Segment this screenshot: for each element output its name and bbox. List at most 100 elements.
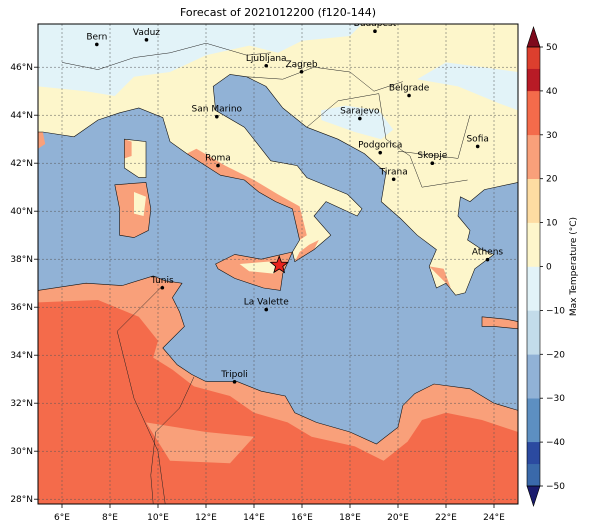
city-dot bbox=[232, 380, 237, 384]
y-tick-label: 28°N bbox=[10, 495, 33, 505]
colorbar-tick-label: −20 bbox=[546, 350, 565, 360]
colorbar-segment bbox=[527, 354, 540, 399]
colorbar-segment bbox=[527, 398, 540, 443]
y-tick-label: 34°N bbox=[10, 351, 33, 361]
y-tick-label: 32°N bbox=[10, 399, 33, 409]
y-tick-label: 30°N bbox=[10, 447, 33, 457]
colorbar-extend-bottom bbox=[526, 485, 541, 507]
city-dot bbox=[215, 114, 219, 119]
city-dot bbox=[358, 116, 362, 121]
city-dot bbox=[264, 307, 269, 312]
italy-west-warm bbox=[186, 148, 307, 240]
colorbar-label: Max Temperature (°C) bbox=[569, 217, 579, 316]
x-tick-label: 20°E bbox=[387, 513, 409, 523]
y-tick-label: 42°N bbox=[10, 159, 33, 169]
north-africa-coastline bbox=[38, 275, 518, 504]
city-label: La Valette bbox=[244, 298, 289, 308]
city-label: Vaduz bbox=[133, 28, 160, 38]
x-tick-label: 14°E bbox=[243, 513, 265, 523]
city-dot bbox=[391, 177, 396, 182]
colorbar-segment bbox=[527, 134, 540, 179]
europe-land-coastline bbox=[38, 24, 518, 296]
city-dot bbox=[299, 69, 304, 74]
y-tick-label: 40°N bbox=[10, 207, 33, 217]
x-tick-label: 8°E bbox=[102, 513, 118, 523]
city-dot bbox=[264, 63, 269, 68]
city-label: Skopje bbox=[417, 151, 447, 161]
city-dot bbox=[216, 163, 220, 168]
x-tick-label: 10°E bbox=[147, 513, 169, 523]
city-label: Belgrade bbox=[389, 84, 430, 94]
colorbar-tick-label: −10 bbox=[546, 306, 565, 316]
y-tick-label: 46°N bbox=[10, 63, 33, 73]
city-label: Tunis bbox=[150, 276, 174, 286]
city-dot bbox=[373, 29, 377, 33]
peloponnese bbox=[429, 252, 475, 296]
colorbar-tick-label: 10 bbox=[546, 219, 558, 229]
city-label: Podgorica bbox=[358, 141, 402, 151]
country-border bbox=[246, 66, 403, 92]
coastal-warm bbox=[146, 422, 254, 464]
city-label: Ljubljana bbox=[246, 54, 287, 64]
map-frame bbox=[37, 23, 519, 505]
colorbar-extend-top bbox=[526, 26, 541, 48]
city-label: Zagreb bbox=[285, 60, 317, 70]
sardinia-inland-cool bbox=[134, 192, 146, 216]
country-border bbox=[116, 285, 166, 504]
city-label: Athens bbox=[472, 248, 503, 258]
sicily-coastline bbox=[215, 251, 293, 291]
city-dot bbox=[407, 93, 411, 98]
corsica-coastline bbox=[124, 138, 147, 178]
city-dot bbox=[95, 42, 99, 47]
city-label: Sarajevo bbox=[340, 107, 380, 117]
colorbar-segment bbox=[527, 90, 540, 136]
colorbar-tick-label: −30 bbox=[546, 394, 565, 404]
alps-cold-zone bbox=[38, 24, 362, 96]
star-marker bbox=[269, 255, 289, 274]
city-dot bbox=[144, 38, 149, 42]
colorbar-segment bbox=[527, 442, 540, 465]
axis-ticks: 6°E 8°E 10°E 12°E 14°E 16°E 18°E 20°E 22°E 24°E 28… bbox=[10, 63, 505, 523]
sardinia-coastline bbox=[114, 182, 152, 238]
y-tick-label: 38°N bbox=[10, 255, 33, 265]
city-label: Tirana bbox=[379, 167, 408, 177]
city-label: Sofia bbox=[466, 134, 488, 144]
colorbar-segment bbox=[527, 68, 540, 91]
graticule bbox=[38, 24, 518, 504]
colorbar-tick-label: 0 bbox=[546, 263, 552, 273]
city-dot bbox=[160, 285, 165, 290]
colorbar-segment bbox=[527, 178, 540, 223]
italy-south-warm bbox=[294, 240, 319, 262]
location-marker bbox=[269, 255, 289, 274]
colorbar-tick-label: 40 bbox=[546, 87, 558, 97]
east-cold-zone bbox=[417, 62, 518, 111]
colorbar-tick-label: 20 bbox=[546, 175, 558, 185]
colorbar-tick-label: −40 bbox=[546, 438, 565, 448]
country-border bbox=[61, 42, 271, 70]
colorbar-segment bbox=[527, 266, 540, 311]
crete-coastline bbox=[481, 316, 518, 330]
colorbar-tick-label: 50 bbox=[546, 43, 558, 53]
sardinia bbox=[114, 182, 151, 238]
map-title: Forecast of 2021012200 (f120-144) bbox=[179, 6, 377, 19]
europe-land bbox=[38, 24, 518, 296]
crete bbox=[482, 316, 518, 329]
x-tick-label: 16°E bbox=[291, 513, 313, 523]
city-label: Tripoli bbox=[220, 370, 248, 380]
balkan-cold-zone bbox=[321, 105, 394, 140]
spain-corner bbox=[38, 132, 46, 149]
x-tick-label: 24°E bbox=[483, 513, 505, 523]
corsica-west-warm bbox=[124, 139, 132, 159]
city-dot bbox=[378, 150, 383, 155]
city-label: San Marino bbox=[192, 105, 243, 115]
city-dot bbox=[475, 144, 480, 149]
colorbar-tick-label: −50 bbox=[546, 482, 565, 492]
city-dot bbox=[430, 161, 435, 165]
x-tick-label: 6°E bbox=[54, 513, 70, 523]
country-border bbox=[150, 376, 195, 504]
y-tick-label: 36°N bbox=[10, 303, 33, 313]
x-tick-label: 12°E bbox=[195, 513, 217, 523]
x-tick-label: 22°E bbox=[435, 513, 457, 523]
